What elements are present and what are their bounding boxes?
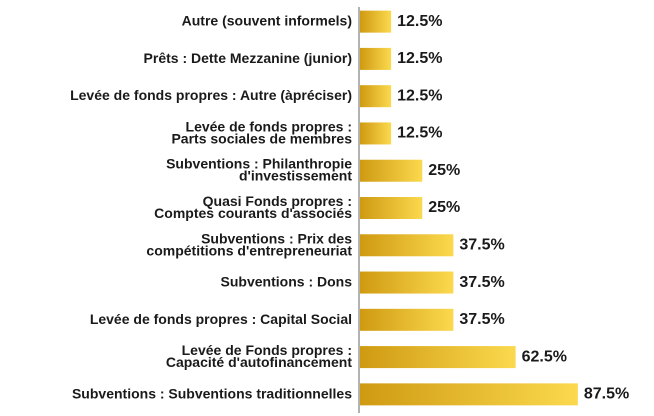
y-tick-label: Levée de fonds propres : Capital Social [90,311,352,327]
bar [360,85,392,108]
y-tick-label: Subventions : Subventions traditionnelle… [72,385,352,401]
y-tick-label-line: d'investissement [239,167,352,183]
value-label: 12.5% [397,13,442,30]
y-tick-label-line: Subventions : Philanthropie [166,155,352,171]
bar [360,10,392,33]
y-tick-label: Quasi Fonds propres : Comptes courants d'… [154,193,352,221]
y-tick-label-line: Quasi Fonds propres : [203,193,352,209]
value-label: 12.5% [397,50,442,67]
y-tick-label-line: Levée de fonds propres : Autre (àprécise… [70,87,352,103]
value-label: 25% [428,162,460,179]
y-tick-label-line: Prêts : Dette Mezzanine (junior) [144,50,352,66]
y-tick-label-line: compétitions d'entrepreneuriat [146,242,352,258]
value-label: 62.5% [522,348,567,365]
y-tick-label-line: Levée de fonds propres : [186,118,352,134]
y-tick-label: Subventions : Dons [221,273,353,289]
y-tick-label-line: Autre (souvent informels) [182,12,352,28]
y-tick-label: Levée de fonds propres : Autre (àprécise… [70,87,352,103]
bar [360,308,454,331]
y-tick-label-line: Levée de fonds propres : Capital Social [90,311,352,327]
y-tick-label-line: Capacité d'autofinancement [166,354,352,370]
y-tick-label: Autre (souvent informels) [182,12,352,28]
y-tick-label: Levée de Fonds propres : Capacité d'autof… [166,342,352,370]
bar [360,197,423,219]
value-label: 25% [428,199,460,216]
value-label: 12.5% [397,87,442,104]
bar [360,383,578,406]
y-tick-label-line: Parts sociales de membres [171,130,352,146]
value-label: 37.5% [459,236,504,253]
y-tick-label-line: Comptes courants d'associés [154,205,352,221]
y-tick-label-line: Subventions : Dons [221,273,353,289]
bar [360,234,454,257]
value-label: 87.5% [584,386,629,403]
bar [360,159,423,182]
value-label: 37.5% [459,274,504,291]
value-label: 12.5% [397,125,442,142]
y-tick-label: Levée de fonds propres : Parts sociales d… [171,118,352,146]
bar [360,271,454,294]
y-tick-label: Subventions : Prix des compétitions d'ent… [146,230,352,258]
bar [360,47,392,70]
bar [360,346,516,369]
y-tick-label: Prêts : Dette Mezzanine (junior) [144,50,352,66]
y-tick-label: Subventions : Philanthropie d'investissem… [166,155,352,183]
y-tick-label-line: Subventions : Prix des [201,230,352,246]
y-tick-label-line: Levée de Fonds propres : [182,342,352,358]
value-label: 37.5% [459,311,504,328]
bar [360,122,392,145]
y-tick-label-line: Subventions : Subventions traditionnelle… [72,385,352,401]
